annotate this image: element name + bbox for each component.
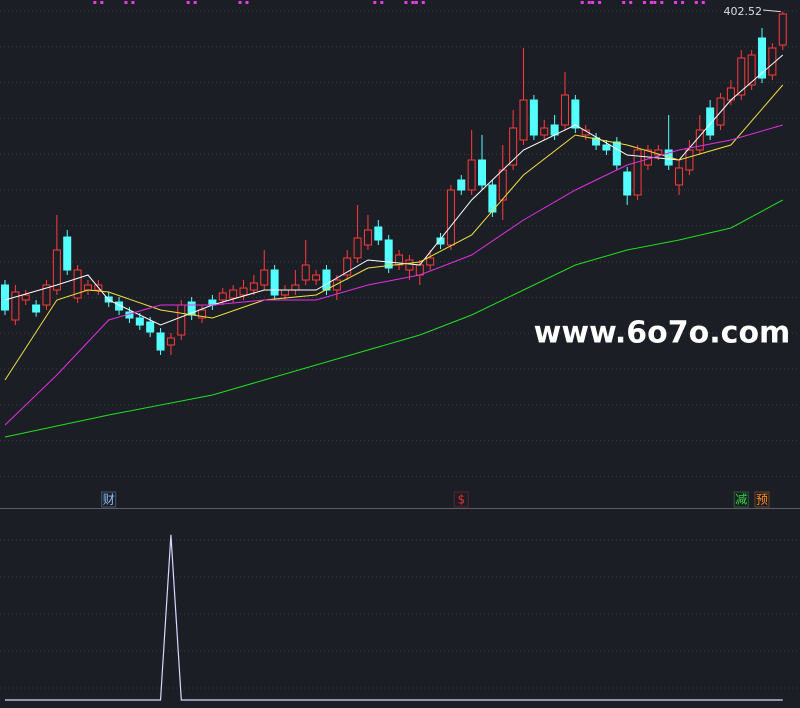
candle-body [146,321,155,333]
candle-body [571,99,580,129]
signal-label: 预 [756,493,768,507]
candle-body [374,226,383,241]
top-marker [186,1,197,4]
candle-body [747,54,756,86]
signal-label: 减 [735,493,747,507]
candle-body [758,37,767,79]
candle-body [592,137,601,146]
candle-body [612,141,621,166]
candle-body [478,159,487,186]
top-marker [653,1,664,4]
top-marker [674,1,685,4]
candle-body [73,269,82,299]
signal-label: $ [457,493,465,507]
candle-body [560,94,569,126]
candle-body [218,292,227,301]
candle-body [675,167,684,186]
candle-body [322,269,331,291]
candle-body [198,309,207,319]
candle-body [332,279,341,291]
top-marker [124,1,135,4]
candle-body [395,254,404,266]
top-marker [414,1,425,4]
candle-body [602,144,611,151]
candle-body [706,107,715,136]
max-price-label: 402.52 [724,5,763,18]
candle-body [42,284,51,306]
candle-body [115,301,124,311]
signal-box [733,491,749,508]
signal-box [453,491,469,508]
candle-body [32,304,41,313]
candle-body [363,229,372,246]
moving-average [4,124,783,426]
top-marker [404,1,415,4]
candle-body [312,274,321,281]
candle-body [737,57,746,96]
candle-body [280,289,289,296]
top-marker [642,1,653,4]
candle-body [467,159,476,191]
candle-body [270,269,279,296]
candle-body [623,171,632,196]
watermark: www.6o7o.com [534,316,791,351]
candle-body [540,127,549,136]
candle-body [778,13,787,46]
candle-body [63,236,72,271]
candle-body [83,284,92,291]
top-marker [373,1,384,4]
candle-body [446,189,455,246]
top-marker [694,1,705,4]
candle-body [426,257,435,266]
signal-label: 财 [103,493,115,507]
candle-body [21,294,30,301]
candle-body [260,269,269,286]
signal-box [101,491,117,508]
candle-body [353,237,362,259]
top-marker [591,1,602,4]
moving-average [4,199,783,438]
top-marker [238,1,249,4]
candle-body [11,291,20,321]
indicator-line [5,534,783,701]
candle-body [509,127,518,166]
price-pointer [762,9,781,13]
signal-box [754,491,770,508]
candle-body [685,149,694,171]
moving-average [4,84,784,381]
candle-body [52,249,61,291]
candle-body [488,184,497,213]
candle-body [249,282,258,291]
candle-body [529,99,538,136]
candle-body [436,237,445,245]
candle-body [405,259,414,271]
candle-body [301,264,310,281]
candle-body [156,332,165,351]
candle-body [291,284,300,291]
candle-body [415,264,424,276]
candle-body [166,337,175,346]
top-marker [580,1,591,4]
candle-body [239,287,248,296]
candle-body [343,257,352,276]
candle-body [457,179,466,191]
candle-body [1,284,9,311]
candle-body [384,239,393,269]
candle-body [229,289,238,299]
top-marker [93,1,104,4]
candle-body [519,99,528,141]
candle-body [177,304,186,336]
top-marker [622,1,633,4]
candle-body [135,317,144,326]
candle-body [633,149,642,196]
